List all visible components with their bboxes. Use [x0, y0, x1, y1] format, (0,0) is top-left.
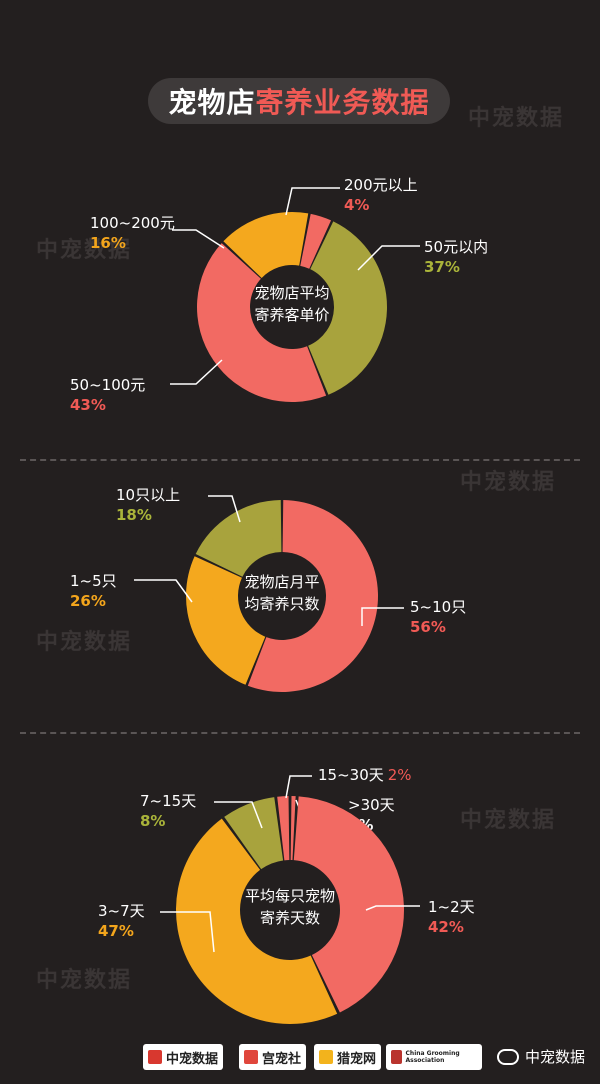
- pie-slice: [277, 796, 290, 861]
- slice-label: 5~10只: [410, 598, 466, 616]
- leader-line: [160, 911, 215, 953]
- leader-line: [285, 775, 312, 799]
- slice-percent: 37%: [424, 258, 460, 276]
- slice-label: 100~200元: [90, 214, 175, 232]
- slice-percent: 8%: [140, 812, 165, 830]
- leader-line: [172, 229, 225, 249]
- slice-label: 50~100元: [70, 376, 145, 394]
- wechat-icon: [497, 1048, 519, 1065]
- pie-slice: [290, 796, 296, 861]
- logo-liechongwang: 猎宠网: [314, 1044, 382, 1070]
- pie-slice: [308, 221, 388, 395]
- pie-slice: [293, 796, 405, 1013]
- pie-slice: [176, 818, 338, 1024]
- watermark: 中宠数据: [460, 808, 557, 833]
- pie-slice: [196, 243, 327, 403]
- pie-slice: [247, 500, 379, 692]
- leader-line: [214, 801, 263, 829]
- chart-center-title: 寄养天数: [260, 909, 320, 927]
- logo-zhongchong: 中宠数据: [143, 1044, 224, 1070]
- slice-percent: 56%: [410, 618, 446, 636]
- pie-slice: [224, 797, 284, 870]
- logo-grooming-association: China Grooming Association: [386, 1044, 482, 1070]
- title-part1: 宠物店: [168, 86, 256, 119]
- pie-slice: [185, 556, 266, 685]
- slice-label: 10只以上: [116, 486, 180, 504]
- slice-label: 1~2天: [428, 898, 475, 916]
- wechat-account: 中宠数据: [497, 1046, 585, 1067]
- chart-boarding-days: >30天1%1~2天42%3~7天47%7~15天8%15~30天2%平均每只宠…: [98, 766, 475, 1024]
- pie-slice: [223, 212, 309, 278]
- slice-label: 1~5只: [70, 572, 117, 590]
- slice-percent: 43%: [70, 396, 106, 414]
- slice-percent: 47%: [98, 922, 134, 940]
- slice-label: >30天: [348, 796, 395, 814]
- slice-label: 15~30天 2%: [318, 766, 412, 784]
- slice-label: 7~15天: [140, 792, 196, 810]
- leader-line: [361, 607, 404, 626]
- leader-line: [357, 245, 420, 271]
- slice-label: 3~7天: [98, 902, 145, 920]
- chart-center-title: 平均每只宠物: [245, 887, 335, 905]
- leader-line: [170, 359, 223, 385]
- title-part2: 寄养业务数据: [255, 86, 430, 119]
- watermark: 中宠数据: [460, 470, 557, 495]
- chart-center-title: 宠物店平均: [254, 284, 329, 302]
- leader-line: [365, 905, 420, 911]
- chart-center-title: 均寄养只数: [244, 595, 319, 613]
- watermark: 中宠数据: [36, 238, 133, 263]
- leader-line: [208, 495, 241, 523]
- divider: [20, 459, 580, 461]
- leader-line: [285, 187, 340, 216]
- chart-center-title: 宠物店月平: [244, 573, 319, 591]
- leader-line: [134, 579, 193, 603]
- watermark: 中宠数据: [468, 106, 565, 131]
- slice-percent: 16%: [90, 234, 126, 252]
- chart-unit-price: 50元以内 37% 50~100元 43% 100~200元 16% 200元以上 4% 宠物店…: [70, 176, 488, 414]
- logo-gongchongshe: 宫宠社: [239, 1044, 307, 1070]
- pie-slice: [195, 500, 282, 577]
- divider: [20, 732, 580, 734]
- watermark: 中宠数据: [36, 630, 133, 655]
- slice-percent: 4%: [344, 196, 369, 214]
- pie-slice: [300, 213, 332, 269]
- chart-center-title: 寄养客单价: [254, 306, 329, 324]
- page-title: 宠物店 寄养业务数据: [148, 78, 450, 124]
- slice-percent: 42%: [428, 918, 464, 936]
- slice-percent: 18%: [116, 506, 152, 524]
- watermark: 中宠数据: [36, 968, 133, 993]
- slice-label: 50元以内: [424, 238, 488, 256]
- slice-percent: 26%: [70, 592, 106, 610]
- slice-label: 200元以上: [344, 176, 418, 194]
